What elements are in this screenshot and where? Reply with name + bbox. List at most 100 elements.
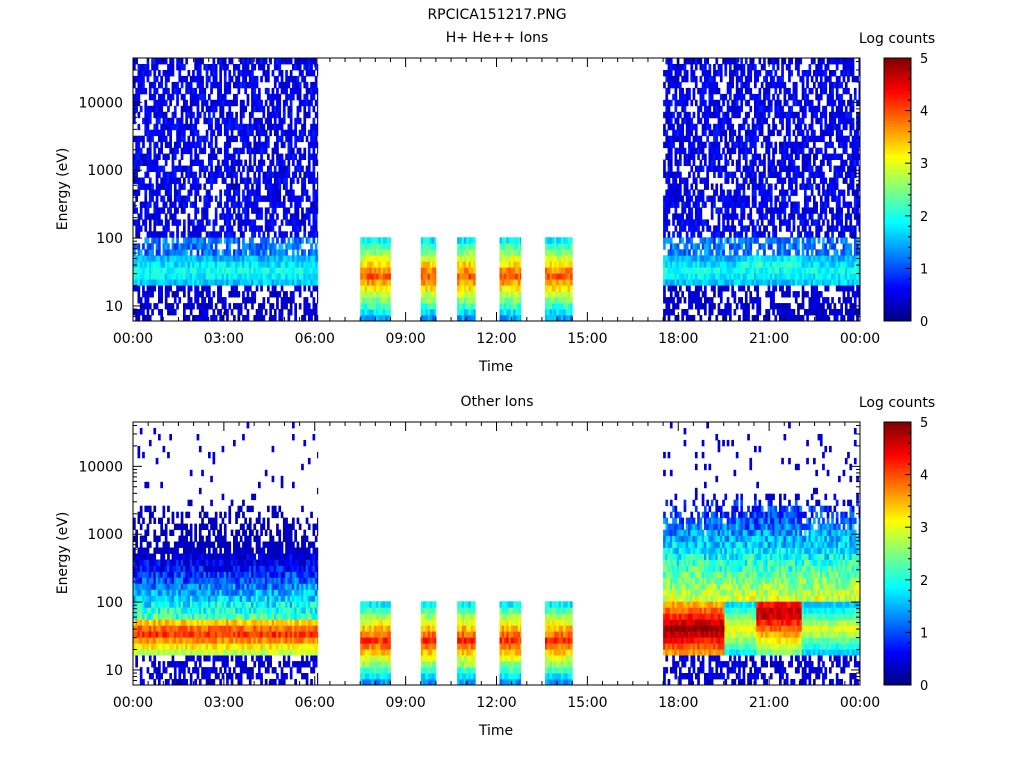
heatmap-cell: [760, 207, 764, 214]
heatmap-cell: [246, 297, 250, 304]
heatmap-cell: [517, 237, 521, 244]
heatmap-cell: [169, 177, 172, 184]
heatmap-cell: [258, 129, 261, 137]
heatmap-cell: [310, 141, 313, 149]
heatmap-cell: [699, 315, 703, 322]
heatmap-cell: [307, 213, 311, 220]
heatmap-cell: [749, 291, 753, 298]
heatmap-cell: [239, 249, 243, 256]
heatmap-cell: [264, 117, 268, 125]
heatmap-cell: [549, 261, 553, 268]
heatmap-cell: [380, 267, 384, 274]
heatmap-cell: [271, 111, 275, 119]
heatmap-cell: [697, 261, 700, 268]
heatmap-cell: [735, 243, 739, 250]
heatmap-cell: [783, 189, 787, 196]
heatmap-cell: [792, 225, 796, 232]
heatmap-cell: [135, 315, 138, 322]
heatmap-cell: [690, 273, 694, 280]
heatmap-cell: [551, 297, 555, 304]
heatmap-cell: [294, 153, 297, 160]
heatmap-cell: [312, 285, 316, 292]
heatmap-cell: [176, 291, 179, 298]
heatmap-cell: [208, 279, 211, 286]
heatmap-cell: [726, 117, 730, 125]
heatmap-cell: [669, 183, 673, 190]
heatmap-cell: [296, 58, 300, 65]
heatmap-cell: [164, 99, 168, 107]
heatmap-cell: [285, 231, 288, 238]
heatmap-cell: [708, 99, 712, 107]
heatmap-cell: [298, 279, 302, 286]
heatmap-cell: [210, 141, 213, 149]
heatmap-cell: [719, 207, 723, 214]
heatmap-cell: [146, 70, 150, 77]
heatmap-cell: [729, 87, 732, 95]
heatmap-cell: [717, 105, 721, 113]
heatmap-cell: [217, 99, 220, 107]
heatmap-cell: [794, 279, 798, 286]
heatmap-cell: [794, 207, 798, 214]
heatmap-cell: [781, 273, 784, 280]
heatmap-cell: [298, 81, 302, 89]
heatmap-cell: [278, 315, 282, 322]
heatmap-cell: [233, 201, 236, 208]
heatmap-cell: [167, 153, 170, 160]
heatmap-cell: [760, 159, 764, 166]
heatmap-cell: [376, 237, 379, 244]
heatmap-cell: [362, 267, 366, 274]
heatmap-cell: [738, 123, 741, 131]
heatmap-cell: [423, 285, 426, 292]
heatmap-cell: [271, 255, 275, 262]
heatmap-cell: [360, 297, 363, 304]
heatmap-cell: [164, 225, 168, 232]
heatmap-cell: [298, 58, 302, 65]
heatmap-cell: [296, 273, 300, 280]
heatmap-cell: [153, 147, 157, 155]
heatmap-cell: [183, 207, 186, 214]
heatmap-cell: [230, 261, 234, 268]
heatmap-cell: [699, 303, 703, 310]
heatmap-cell: [305, 171, 309, 178]
heatmap-cell: [797, 207, 800, 214]
heatmap-cell: [235, 201, 238, 208]
heatmap-cell: [148, 117, 152, 125]
heatmap-cell: [783, 159, 787, 166]
heatmap-cell: [248, 81, 252, 89]
heatmap-cell: [694, 267, 698, 274]
heatmap-cell: [369, 273, 372, 280]
heatmap-cell: [506, 243, 509, 250]
heatmap-cell: [788, 213, 791, 220]
heatmap-cell: [501, 243, 505, 250]
heatmap-cell: [747, 81, 750, 89]
heatmap-cell: [501, 255, 505, 262]
heatmap-cell: [389, 297, 391, 304]
heatmap-cell: [679, 261, 682, 268]
heatmap-cell: [699, 159, 703, 166]
heatmap-cell: [733, 99, 737, 107]
heatmap-cell: [269, 189, 272, 196]
heatmap-cell: [160, 255, 163, 262]
heatmap-cell: [699, 117, 703, 125]
heatmap-cell: [212, 64, 216, 71]
heatmap-cell: [148, 165, 152, 172]
heatmap-cell: [312, 183, 316, 190]
heatmap-cell: [742, 207, 746, 214]
heatmap-cell: [244, 243, 247, 250]
heatmap-cell: [217, 279, 220, 286]
heatmap-cell: [665, 153, 669, 160]
heatmap-cell: [688, 213, 691, 220]
heatmap-cell: [506, 261, 509, 268]
heatmap-cell: [427, 255, 431, 262]
heatmap-cell: [301, 219, 304, 226]
heatmap-cell: [262, 261, 266, 268]
heatmap-cell: [729, 231, 732, 238]
heatmap-cell: [371, 297, 375, 304]
heatmap-cell: [210, 129, 213, 137]
heatmap-cell: [301, 261, 304, 268]
heatmap-cell: [233, 64, 236, 71]
heatmap-cell: [788, 129, 791, 137]
heatmap-cell: [244, 177, 247, 184]
heatmap-cell: [681, 177, 684, 184]
heatmap-cell: [751, 123, 755, 131]
